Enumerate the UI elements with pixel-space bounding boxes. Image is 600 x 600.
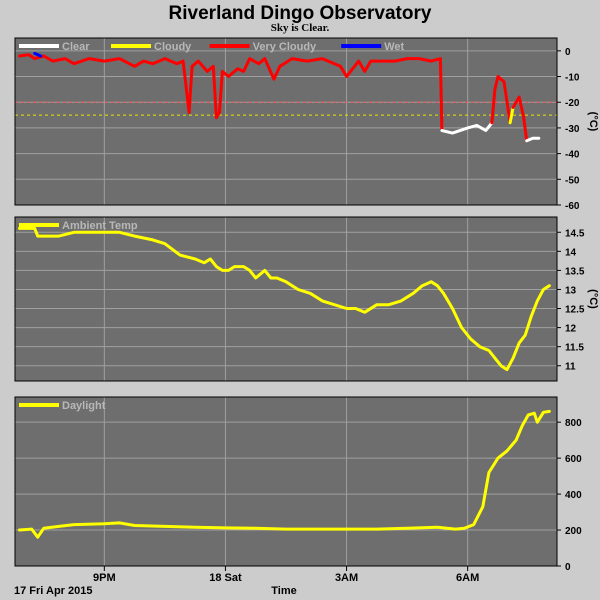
series-line: [508, 105, 515, 125]
legend-label: Daylight: [62, 400, 106, 412]
y-tick-label: 0: [565, 562, 571, 573]
y-tick-label: 12.5: [565, 305, 585, 316]
series-line: [18, 53, 444, 132]
y-tick-label: 14: [565, 247, 577, 258]
y-tick-label: 13.5: [565, 266, 585, 277]
series-line: [33, 51, 43, 58]
y-tick-label: -40: [565, 150, 580, 161]
plot-area: [15, 38, 557, 205]
legend-label: Wet: [384, 41, 404, 53]
legend-label: Cloudy: [154, 41, 192, 53]
series-line: [18, 226, 551, 372]
x-tick-label: 3AM: [335, 572, 358, 584]
legend-label: Very Cloudy: [253, 41, 317, 53]
series-line: [525, 136, 541, 143]
x-tick-label: 9PM: [93, 572, 116, 584]
y-tick-label: -60: [565, 201, 580, 212]
plot-area: [15, 397, 557, 566]
x-tick-label: 18 Sat: [209, 572, 242, 584]
y-tick-label: -20: [565, 98, 580, 109]
y-tick-label: 11.5: [565, 343, 584, 354]
y-tick-label: 0: [565, 47, 571, 58]
y-tick-label: 600: [565, 454, 582, 465]
legend-label: Ambient Temp: [62, 220, 138, 232]
date-label: 17 Fri Apr 2015: [14, 585, 92, 597]
plot-border: [14, 216, 558, 382]
y-tick-label: 400: [565, 490, 582, 501]
chart-title: Riverland Dingo Observatory: [169, 3, 432, 24]
panel-sky-temperature: 0 -10 -20 -30 -40 -50 -60 Clear Cloudy Very Cloud…: [14, 37, 599, 212]
series-line: [440, 121, 494, 135]
series-line: [511, 95, 529, 143]
y-tick-label: -30: [565, 124, 580, 135]
y-tick-label: 11: [565, 362, 576, 373]
y-tick-label: -50: [565, 175, 580, 186]
y-tick-label: 12: [565, 324, 577, 335]
panel-ambient-temperature: 14.5 14 13.5 13 12.5 12 11.5 11 Ambient Temp (°C): [14, 216, 599, 382]
y-tick-label: 13: [565, 285, 577, 296]
plot-area: [15, 217, 557, 381]
plot-border: [14, 396, 558, 567]
y-tick-label: 800: [565, 418, 582, 429]
x-axis-label: Time: [271, 585, 296, 597]
panel-daylight: 800 600 400 200 0 Daylight: [14, 396, 582, 573]
series-line: [18, 409, 551, 539]
plot-border: [14, 37, 558, 206]
series-line: [490, 75, 512, 125]
legend-label: Clear: [62, 41, 90, 53]
chart-subtitle: Sky is Clear.: [271, 22, 330, 34]
y-tick-label: -10: [565, 73, 580, 84]
y-tick-label: 200: [565, 526, 582, 537]
x-tick-label: 6AM: [456, 572, 479, 584]
y-tick-label: 14.5: [565, 228, 585, 239]
y-axis-unit: (°C): [587, 289, 599, 309]
x-axis: 9PM 18 Sat 3AM 6AM: [93, 566, 479, 584]
y-axis-unit: (°C): [587, 112, 599, 132]
